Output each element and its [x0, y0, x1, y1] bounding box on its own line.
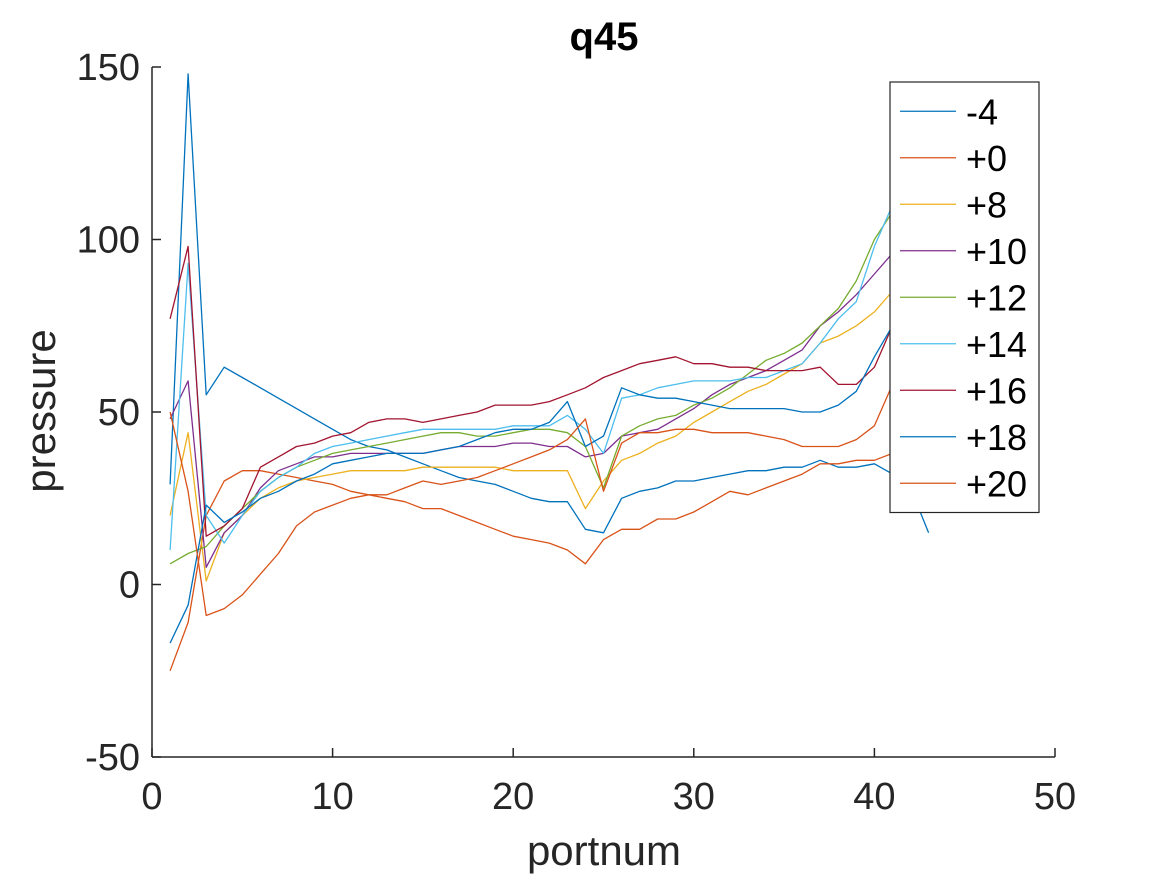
legend-entry-label: +18: [966, 417, 1027, 458]
x-axis-label: portnum: [527, 827, 681, 874]
legend-entry-label: +0: [966, 138, 1007, 179]
legend-entry-label: +8: [966, 184, 1007, 225]
x-tick-label: 0: [141, 776, 162, 818]
x-tick-label: 40: [853, 776, 895, 818]
series-layer: [169, 73, 930, 672]
y-tick-label: 0: [119, 565, 140, 607]
x-tick-label: 50: [1034, 776, 1076, 818]
series-line-9: [169, 384, 894, 617]
legend-entry-label: +14: [966, 324, 1027, 365]
x-ticks: 0 10 20 30 40 50: [141, 748, 1076, 818]
y-ticks: -50 0 50 100 150: [77, 47, 161, 779]
x-tick-label: 20: [492, 776, 534, 818]
legend-entry-label: +12: [966, 277, 1027, 318]
y-tick-label: -50: [85, 737, 140, 779]
y-tick-label: 50: [98, 392, 140, 434]
y-tick-label: 150: [77, 47, 140, 89]
chart-title: q45: [570, 15, 639, 59]
y-tick-label: 100: [77, 220, 140, 262]
y-axis-label: pressure: [17, 329, 64, 492]
legend: -4 +0 +8 +10 +12 +14 +16 +18 +20: [889, 81, 1040, 514]
series-line-1: [169, 73, 930, 534]
series-line-7: [169, 245, 894, 537]
legend-entry-label: +10: [966, 231, 1027, 272]
series-line-6: [169, 204, 894, 551]
series-line-2: [169, 452, 893, 672]
series-line-3: [169, 290, 893, 582]
legend-entry-label: +16: [966, 370, 1027, 411]
series-line-8: [169, 325, 894, 644]
x-tick-label: 10: [311, 776, 353, 818]
series-line-4: [169, 252, 893, 568]
legend-entry-label: +20: [966, 463, 1027, 504]
legend-entry-label: -4: [966, 91, 998, 132]
x-tick-label: 30: [673, 776, 715, 818]
